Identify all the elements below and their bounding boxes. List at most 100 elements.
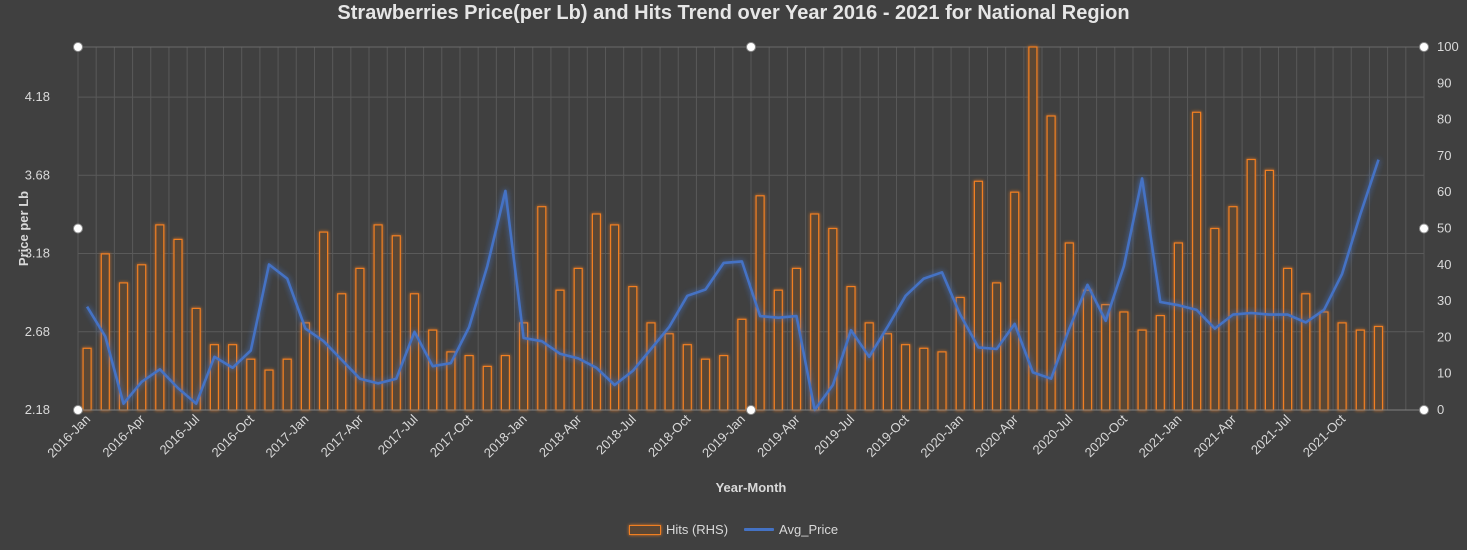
x-tick-label: 2019-Jul xyxy=(811,411,857,457)
hits-bar xyxy=(664,333,674,411)
x-tick-label: 2019-Apr xyxy=(754,411,803,460)
hits-bar xyxy=(537,206,547,411)
x-tick-label: 2016-Jul xyxy=(156,411,202,457)
x-tick-label: 2020-Jul xyxy=(1030,411,1076,457)
hits-bar xyxy=(700,358,711,411)
x-tick-label: 2017-Oct xyxy=(427,411,476,460)
hits-bar xyxy=(428,329,438,411)
hits-bar xyxy=(1155,315,1165,411)
x-tick-label: 2020-Apr xyxy=(972,411,1021,460)
hits-bar xyxy=(282,358,292,411)
hits-bar xyxy=(1228,206,1238,411)
hits-bar xyxy=(628,286,638,411)
hits-bar xyxy=(719,355,729,411)
x-tick-label: 2017-Apr xyxy=(318,411,367,460)
hits-bar xyxy=(1173,242,1184,411)
x-tick-label: 2017-Jan xyxy=(263,412,312,461)
grid xyxy=(77,46,1425,411)
hits-bar xyxy=(391,235,401,411)
y-left-tick-label: 2.68 xyxy=(25,324,50,339)
y-right-tick-label: 90 xyxy=(1437,75,1451,90)
x-tick-label: 2021-Jan xyxy=(1136,411,1185,460)
hits-bar xyxy=(1355,329,1365,411)
hits-bar xyxy=(864,322,874,411)
hits-bar xyxy=(155,224,165,411)
hits-bar xyxy=(846,286,856,411)
hits-bar xyxy=(409,293,420,411)
hits-bar xyxy=(319,231,329,411)
y-right-tick-label: 80 xyxy=(1437,112,1451,127)
hits-bar xyxy=(646,322,656,411)
y-right-tick-label: 40 xyxy=(1437,257,1451,272)
x-tick-label: 2018-Jan xyxy=(481,411,530,460)
hits-bar xyxy=(937,351,947,411)
x-tick-label: 2018-Oct xyxy=(645,411,694,460)
y-right-tick-label: 50 xyxy=(1437,221,1451,236)
x-tick-label: 2021-Oct xyxy=(1300,411,1349,460)
hits-bar xyxy=(1028,46,1038,411)
y-right-tick-label: 70 xyxy=(1437,148,1451,163)
hits-bar xyxy=(482,365,492,411)
hits-bar xyxy=(137,264,147,411)
hits-bar xyxy=(464,355,474,411)
hits-bar xyxy=(682,344,692,411)
y-right-tick-label: 10 xyxy=(1437,366,1451,381)
hits-bar xyxy=(1137,329,1147,411)
y-left-tick-label: 2.18 xyxy=(25,402,50,417)
selection-handle xyxy=(73,223,83,234)
hits-bar xyxy=(755,195,765,411)
y-right-tick-label: 100 xyxy=(1437,39,1459,54)
hits-bar xyxy=(1191,111,1202,411)
x-tick-label: 2020-Oct xyxy=(1082,411,1131,460)
x-tick-label: 2021-Jul xyxy=(1248,411,1294,457)
x-tick-label: 2018-Apr xyxy=(536,411,585,460)
x-tick-label: 2020-Jan xyxy=(917,412,966,461)
hits-bar xyxy=(1246,158,1256,411)
selection-handle xyxy=(746,42,756,52)
y-right-tick-label: 60 xyxy=(1437,184,1451,199)
x-tick-label: 2021-Apr xyxy=(1191,411,1240,460)
y-left-tick-label: 3.68 xyxy=(25,167,50,182)
hits-bar xyxy=(1301,293,1311,411)
hits-bar xyxy=(573,267,583,411)
hits-bar xyxy=(337,293,347,411)
hits-bar xyxy=(1210,227,1220,411)
legend: Hits (RHS) Avg_Price xyxy=(0,522,1467,537)
hits-bar xyxy=(209,344,219,411)
x-tick-label: 2019-Jan xyxy=(699,412,748,461)
hits-bar xyxy=(264,369,274,411)
x-tick-label: 2017-Jul xyxy=(375,411,421,457)
legend-swatch-price xyxy=(744,528,775,531)
x-tick-label: 2016-Jan xyxy=(44,412,93,461)
selection-handle xyxy=(73,42,83,52)
selection-handle xyxy=(746,405,756,415)
hits-bar xyxy=(900,344,911,411)
hits-bar xyxy=(773,289,783,411)
hits-bar xyxy=(1082,289,1093,411)
hits-bar xyxy=(300,322,310,411)
x-tick-label: 2016-Apr xyxy=(99,411,148,460)
y-left-tick-label: 3.18 xyxy=(25,246,50,261)
hits-bar xyxy=(1282,267,1293,411)
hits-bar xyxy=(246,358,256,411)
hits-bar xyxy=(791,267,802,411)
avg-price-line xyxy=(85,159,1380,412)
hits-bar xyxy=(1264,169,1275,411)
y-axis-title: Price per Lb xyxy=(16,191,31,266)
hits-bar xyxy=(82,347,92,411)
x-tick-label: 2016-Oct xyxy=(208,411,257,460)
selection-handle xyxy=(73,405,83,415)
y-right-tick-label: 0 xyxy=(1437,402,1444,417)
hits-bar xyxy=(591,213,602,411)
x-tick-label: 2018-Jul xyxy=(593,411,639,457)
hits-bar xyxy=(500,355,510,411)
y-right-tick-label: 30 xyxy=(1437,293,1451,308)
x-axis-title: Year-Month xyxy=(716,480,787,495)
x-tick-label: 2019-Oct xyxy=(863,411,912,460)
hits-bar xyxy=(1119,311,1129,411)
hits-bar xyxy=(355,267,365,411)
legend-label-price: Avg_Price xyxy=(779,522,839,537)
selection-handle xyxy=(1419,223,1429,234)
